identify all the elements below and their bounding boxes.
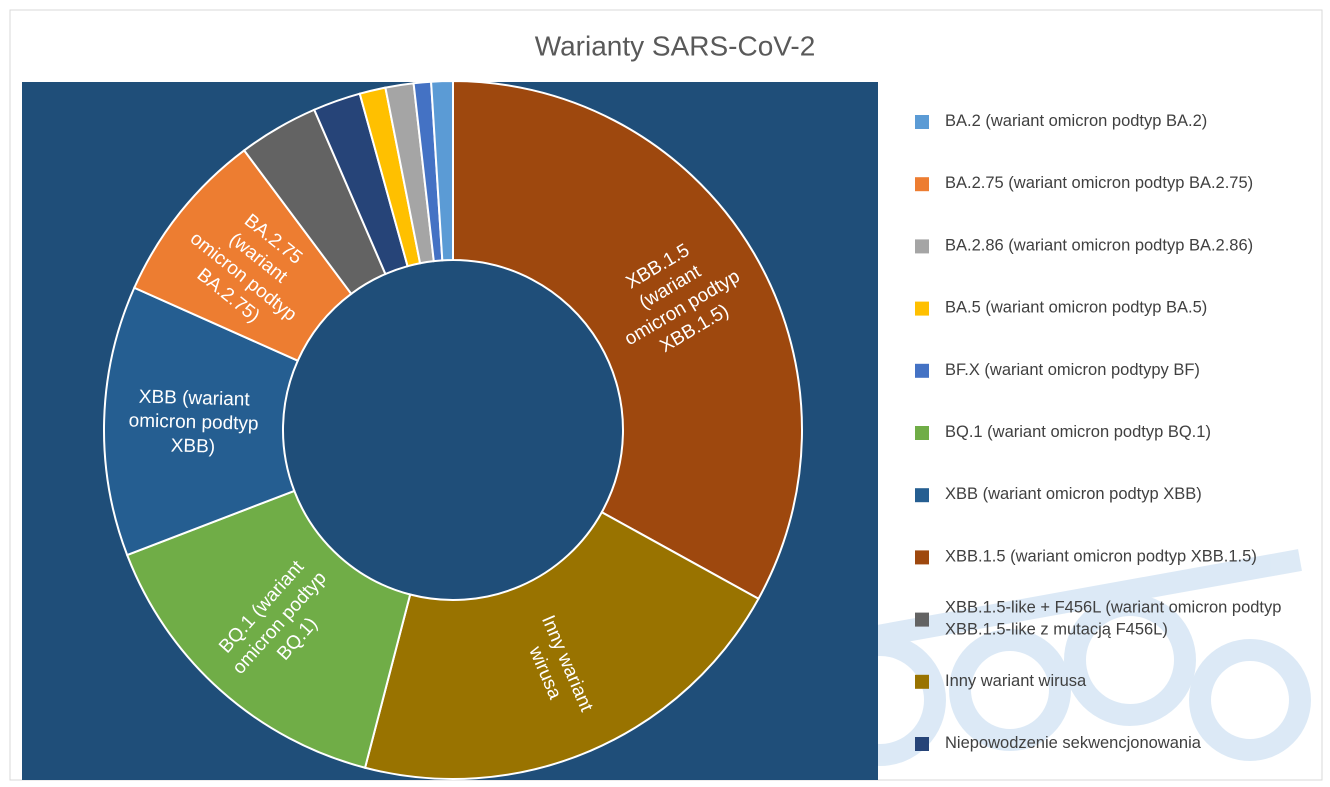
legend-swatch [915,115,929,129]
legend-swatch [915,177,929,191]
legend-label: XBB (wariant omicron podtyp XBB) [945,486,1202,504]
legend-label: Inny wariant wirusa [945,672,1087,690]
legend-swatch [915,239,929,253]
legend-swatch [915,675,929,689]
legend-label: Niepowodzenie sekwencjonowania [945,734,1202,752]
legend-label: BQ.1 (wariant omicron podtyp BQ.1) [945,423,1211,441]
legend-swatch [915,302,929,316]
legend-label: BA.2 (wariant omicron podtyp BA.2) [945,112,1207,130]
legend-swatch [915,364,929,378]
legend-swatch [915,613,929,627]
legend-label: XBB.1.5 (wariant omicron podtyp XBB.1.5) [945,548,1257,566]
legend-label: BF.X (wariant omicron podtypy BF) [945,361,1200,379]
legend-swatch [915,488,929,502]
chart-title: Warianty SARS-CoV-2 [535,30,816,61]
chart: Warianty SARS-CoV-2 XBB.1.5(wariantomicr… [0,0,1330,787]
legend-swatch [915,426,929,440]
legend-label: BA.2.86 (wariant omicron podtyp BA.2.86) [945,237,1253,255]
legend-swatch [915,550,929,564]
legend-swatch [915,737,929,751]
page: {"chart_data": {"type": "donut", "title"… [0,0,1330,787]
legend-label: BA.2.75 (wariant omicron podtyp BA.2.75) [945,175,1253,193]
legend-label: BA.5 (wariant omicron podtyp BA.5) [945,299,1207,317]
